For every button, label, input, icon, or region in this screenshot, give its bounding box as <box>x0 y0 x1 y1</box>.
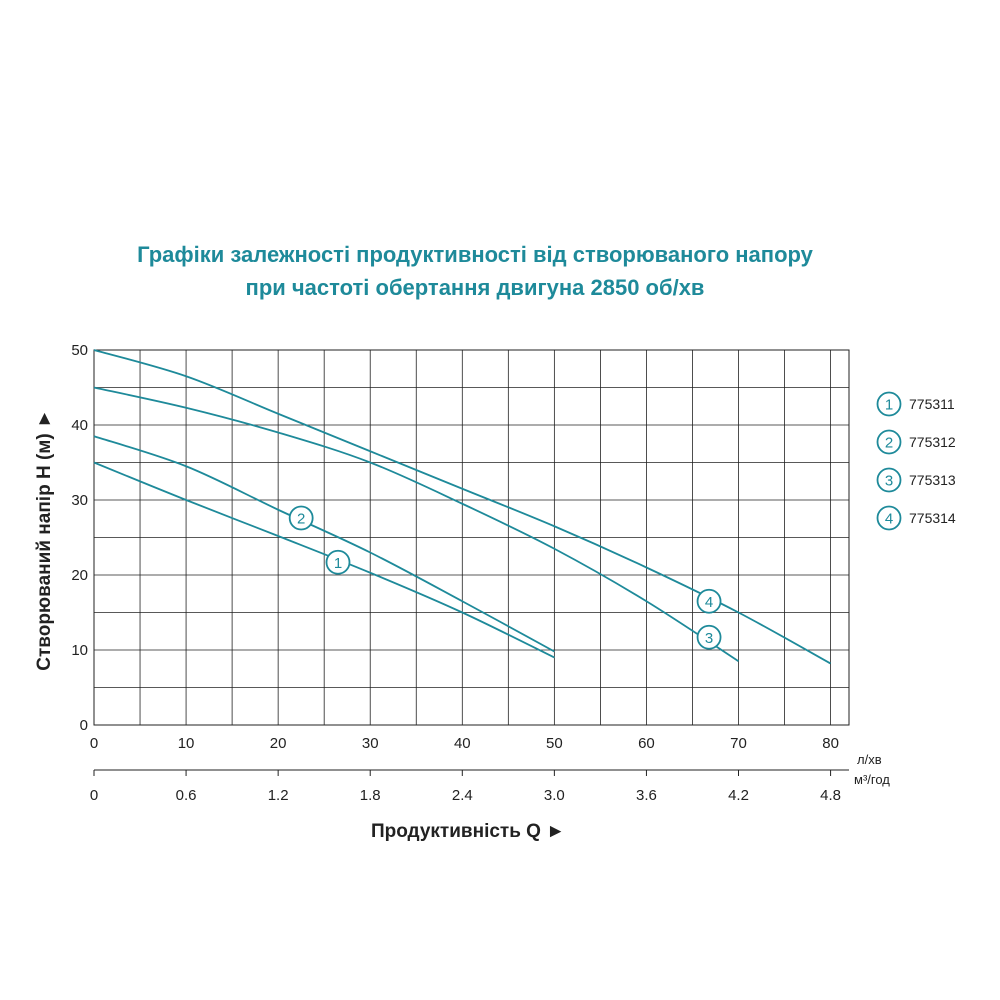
x2-tick-label: 0.6 <box>176 787 197 804</box>
grid <box>93 349 850 726</box>
legend-marker-775311 <box>876 391 902 417</box>
series-line-775313 <box>93 386 740 663</box>
y-tick-label: 50 <box>71 342 88 359</box>
x-axis-label: Продуктивність Q ► <box>371 821 565 842</box>
y-tick-label: 40 <box>71 417 88 434</box>
legend-marker-775313 <box>876 467 902 493</box>
x2-tick-label: 4.8 <box>820 787 841 804</box>
x-tick-label: 0 <box>90 735 98 752</box>
legend: 1 775311 2 775312 3 775313 4 775314 <box>876 391 956 531</box>
x-tick-label: 60 <box>638 735 655 752</box>
legend-marker-775314 <box>876 505 902 531</box>
x-tick-label: 40 <box>454 735 471 752</box>
axes: 0 10 20 30 40 50 0 10 20 30 40 50 60 70 80 л/хв 0 0.6 1.2 1… <box>71 342 890 804</box>
x-tick-label: 50 <box>546 735 563 752</box>
series-marker-775314 <box>696 588 722 614</box>
series-marker-label-775314: 4 <box>705 594 713 611</box>
x-tick-label: 70 <box>730 735 747 752</box>
y-tick-label: 30 <box>71 492 88 509</box>
y-axis-label: Створюваний напір H (м) ► <box>34 409 55 670</box>
x2-tick-label: 4.2 <box>728 787 749 804</box>
x2-tick-label: 1.2 <box>268 787 289 804</box>
x-tick-label: 20 <box>270 735 287 752</box>
x-tick-label: 10 <box>178 735 195 752</box>
y-tick-label: 0 <box>80 717 88 734</box>
x2-tick-label: 1.8 <box>360 787 381 804</box>
series-marker-775313 <box>696 624 722 650</box>
chart-title-line-1: Графіки залежності продуктивності від ст… <box>137 242 813 267</box>
x2-tick-label: 3.0 <box>544 787 565 804</box>
series-marker-label-775311: 1 <box>334 555 342 572</box>
legend-label-775312: 775312 <box>909 434 956 450</box>
legend-number-775311: 1 <box>885 397 893 414</box>
y-tick-label: 20 <box>71 567 88 584</box>
series-marker-label-775313: 3 <box>705 630 713 647</box>
legend-number-775314: 4 <box>885 511 893 528</box>
series-markers: 1 2 3 4 <box>288 505 722 650</box>
x-tick-label: 30 <box>362 735 379 752</box>
x2-tick-label: 3.6 <box>636 787 657 804</box>
legend-number-775313: 3 <box>885 473 893 490</box>
series-line-775312 <box>93 435 555 653</box>
series-marker-label-775312: 2 <box>297 511 305 528</box>
x2-unit-label: м³/год <box>854 772 890 787</box>
legend-label-775314: 775314 <box>909 510 956 526</box>
x2-tick-label: 2.4 <box>452 787 473 804</box>
legend-number-775312: 2 <box>885 435 893 452</box>
y-tick-label: 10 <box>71 642 88 659</box>
legend-label-775313: 775313 <box>909 472 956 488</box>
legend-label-775311: 775311 <box>909 396 955 412</box>
chart-title-line-2: при частоті обертання двигуна 2850 об/хв <box>245 275 705 300</box>
x-unit-label: л/хв <box>857 752 882 767</box>
x2-tick-label: 0 <box>90 787 98 804</box>
series-marker-775312 <box>288 505 314 531</box>
legend-marker-775312 <box>876 429 902 455</box>
series-marker-775311 <box>325 549 351 575</box>
chart-title: Графіки залежності продуктивності від ст… <box>0 238 950 304</box>
x-tick-label: 80 <box>822 735 839 752</box>
